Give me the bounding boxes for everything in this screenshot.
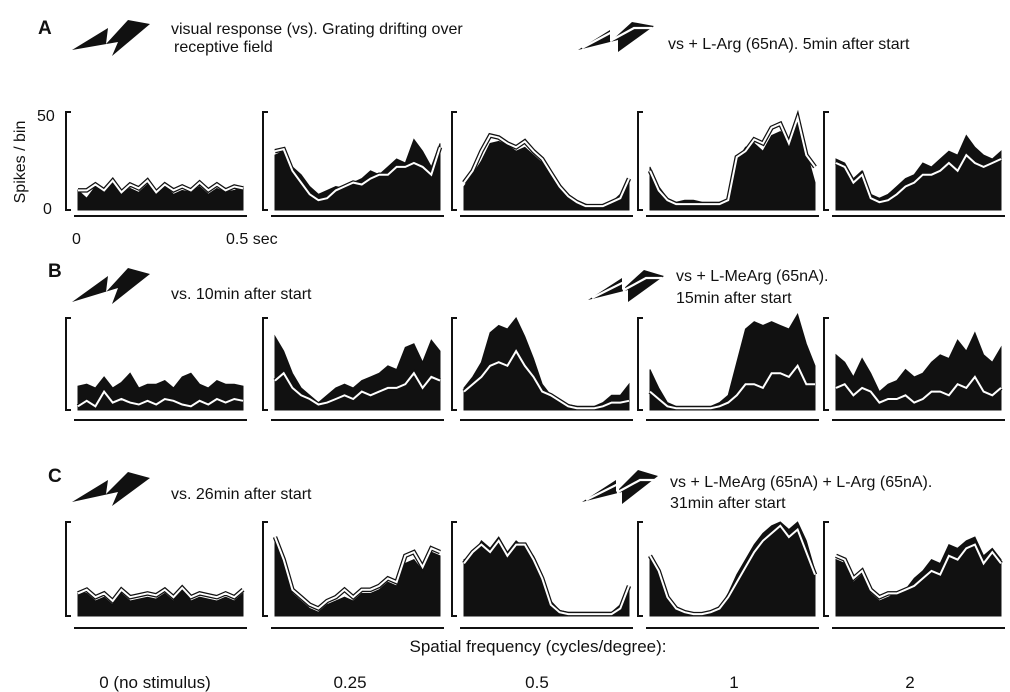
panel-c-4 bbox=[823, 521, 1005, 629]
panel-b-2 bbox=[451, 317, 633, 421]
drug-line bbox=[463, 134, 630, 208]
x-axis-title: Spatial frequency (cycles/degree): bbox=[409, 637, 666, 656]
control-area bbox=[835, 134, 1002, 211]
control-area bbox=[274, 334, 441, 411]
panel-b-3 bbox=[637, 313, 819, 421]
control-area bbox=[649, 313, 816, 411]
legend-text-control-a-line2: receptive field bbox=[174, 39, 273, 56]
control-area bbox=[463, 140, 630, 211]
control-area bbox=[77, 588, 244, 617]
y-axis-label: Spikes / bin bbox=[12, 121, 29, 204]
legend-text-drug-c-line1: vs + L-MeArg (65nA) + L-Arg (65nA). bbox=[670, 474, 932, 491]
drug-line bbox=[649, 524, 816, 616]
drug-line bbox=[77, 389, 244, 408]
scale-bracket bbox=[262, 111, 268, 211]
legend-icon-drug-b bbox=[588, 270, 664, 302]
legend-text-control-c: vs. 26min after start bbox=[171, 486, 312, 503]
drug-line bbox=[274, 146, 441, 202]
panel-b-4 bbox=[823, 317, 1005, 421]
histogram-panels bbox=[65, 109, 1005, 629]
scale-bracket bbox=[451, 521, 457, 617]
x-tick-left: 0 bbox=[72, 231, 81, 248]
legend-icon-drug-c bbox=[582, 470, 658, 504]
panel-a-2 bbox=[451, 111, 633, 217]
row-letter-c: C bbox=[48, 466, 62, 487]
panel-a-1 bbox=[262, 111, 444, 217]
drug-line bbox=[463, 349, 630, 410]
legend-text-drug-c-line2: 31min after start bbox=[670, 495, 786, 512]
scale-bracket bbox=[637, 317, 643, 411]
drug-line bbox=[78, 179, 244, 194]
column-label-4: 2 bbox=[905, 673, 914, 692]
scale-bracket bbox=[262, 521, 268, 617]
panel-c-1 bbox=[262, 521, 444, 629]
column-label-2: 0.5 bbox=[525, 673, 549, 692]
panel-a-3 bbox=[637, 109, 819, 217]
drug-line bbox=[649, 114, 816, 206]
scale-bracket bbox=[823, 317, 829, 411]
legend-icon-control-c bbox=[72, 472, 150, 506]
row-letter-b: B bbox=[48, 261, 62, 282]
legend-icon-drug-a bbox=[578, 22, 654, 52]
legend-text-control-b: vs. 10min after start bbox=[171, 286, 312, 303]
column-label-1: 0.25 bbox=[333, 673, 366, 692]
legend-icon-control-b bbox=[72, 268, 150, 304]
control-area bbox=[835, 331, 1002, 411]
panel-b-0 bbox=[65, 317, 247, 421]
scale-bracket bbox=[823, 111, 829, 211]
scale-bracket bbox=[451, 111, 457, 211]
drug-line bbox=[835, 543, 1002, 599]
legend-icon-control-a bbox=[72, 20, 150, 56]
scale-bracket bbox=[262, 317, 268, 411]
panel-a-4 bbox=[823, 111, 1005, 217]
x-tick-right: 0.5 sec bbox=[226, 231, 278, 248]
legend-text-drug-a: vs + L-Arg (65nA). 5min after start bbox=[668, 36, 910, 53]
row-letter-a: A bbox=[38, 18, 52, 39]
scale-bracket bbox=[65, 111, 71, 211]
drug-line bbox=[274, 536, 441, 610]
legend-text-drug-b-line1: vs + L-MeArg (65nA). bbox=[676, 268, 829, 285]
control-area bbox=[649, 114, 816, 211]
column-label-0: 0 (no stimulus) bbox=[99, 673, 210, 692]
drug-line bbox=[463, 539, 630, 616]
scale-bracket bbox=[637, 111, 643, 211]
panel-a-0 bbox=[65, 111, 247, 217]
drug-line bbox=[274, 371, 441, 406]
legend-text-control-a-line1: visual response (vs). Grating drifting o… bbox=[171, 21, 463, 38]
panel-c-3 bbox=[637, 521, 819, 629]
scale-bracket bbox=[823, 521, 829, 617]
drug-line bbox=[835, 375, 1002, 404]
y-tick-top: 50 bbox=[37, 108, 55, 125]
scale-bracket bbox=[637, 521, 643, 617]
scale-bracket bbox=[451, 317, 457, 411]
legend-text-drug-b-line2: 15min after start bbox=[676, 290, 792, 307]
panel-b-1 bbox=[262, 317, 444, 421]
panel-c-2 bbox=[451, 521, 633, 629]
drug-line bbox=[835, 153, 1002, 204]
drug-line bbox=[77, 586, 244, 603]
column-label-3: 1 bbox=[729, 673, 738, 692]
drug-line bbox=[649, 363, 815, 410]
scale-bracket bbox=[65, 317, 71, 411]
scale-bracket bbox=[65, 521, 71, 617]
control-area bbox=[274, 138, 441, 211]
panel-c-0 bbox=[65, 521, 247, 629]
y-tick-bottom: 0 bbox=[43, 201, 52, 218]
